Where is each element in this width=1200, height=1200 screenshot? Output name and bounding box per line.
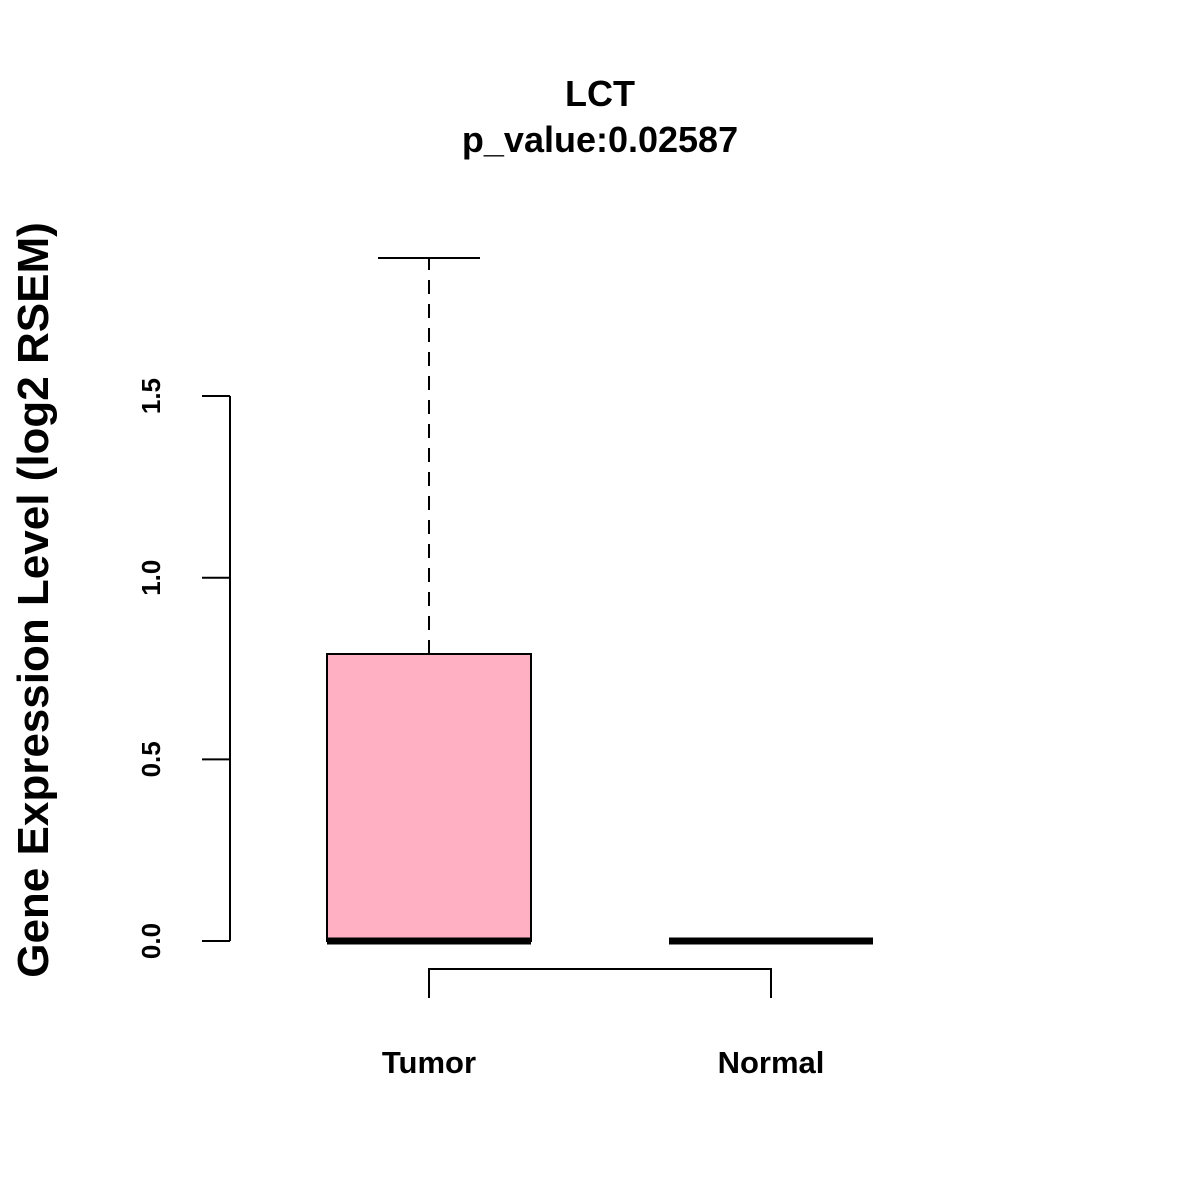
x-category-label: Tumor bbox=[382, 1045, 476, 1080]
chart-subtitle: p_value:0.02587 bbox=[462, 119, 738, 160]
category-labels: Tumor Normal bbox=[382, 1045, 824, 1080]
y-tick-label: 1.5 bbox=[136, 378, 166, 414]
y-axis: 0.0 0.5 1.0 1.5 bbox=[136, 378, 231, 959]
boxes-layer bbox=[326, 256, 873, 945]
y-tick-label: 1.0 bbox=[136, 560, 166, 596]
y-tick-label: 0.5 bbox=[136, 741, 166, 777]
chart-title: LCT bbox=[565, 73, 635, 114]
comparison-bracket-layer bbox=[428, 968, 772, 998]
box-tumor bbox=[326, 256, 532, 945]
y-axis-label: Gene Expression Level (log2 RSEM) bbox=[9, 222, 58, 978]
box-iqr bbox=[326, 652, 532, 942]
x-category-label: Normal bbox=[718, 1045, 825, 1080]
y-tick-label: 0.0 bbox=[136, 923, 166, 959]
bracket-line bbox=[428, 968, 772, 998]
